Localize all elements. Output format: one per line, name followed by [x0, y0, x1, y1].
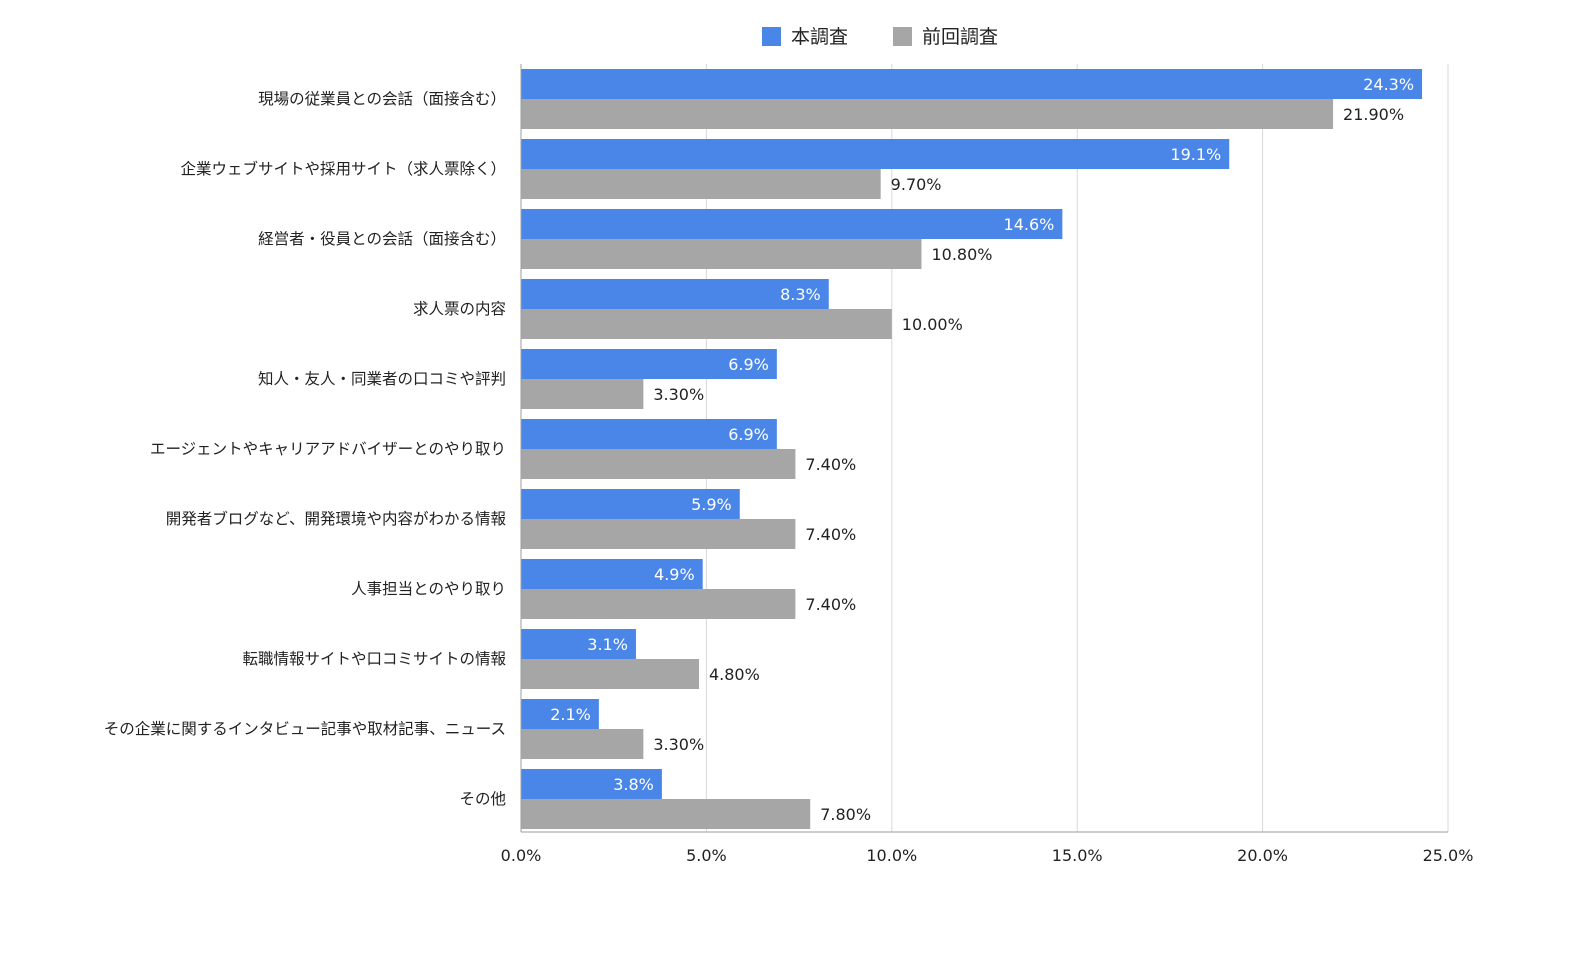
- bar-previous-5: [521, 379, 644, 409]
- bar-current-1: [521, 69, 1423, 99]
- category-labels: 現場の従業員との会話（面接含む） 企業ウェブサイトや採用サイト（求人票除く） 経営者…: [104, 90, 507, 808]
- bar-current-7: [521, 489, 740, 519]
- category-label-5: 知人・友人・同業者の口コミや評判: [258, 370, 506, 388]
- bar-current-3: [521, 209, 1063, 239]
- category-label-10: その企業に関するインタビュー記事や取材記事、ニュース: [104, 720, 506, 738]
- data-label-current-2: 19.1%: [1170, 145, 1221, 164]
- bar-current-11: [521, 769, 662, 799]
- category-label-8: 人事担当とのやり取り: [351, 580, 506, 598]
- data-label-current-10: 2.1%: [550, 705, 591, 724]
- category-label-11: その他: [459, 790, 506, 808]
- bar-previous-4: [521, 309, 892, 339]
- category-label-3: 経営者・役員との会話（面接含む）: [258, 230, 506, 248]
- x-tick-label-4: 15.0%: [1052, 846, 1103, 865]
- bar-current-5: [521, 349, 777, 379]
- category-label-7: 開発者ブログなど、開発環境や内容がわかる情報: [166, 509, 507, 528]
- bar-previous-11: [521, 799, 811, 829]
- data-label-previous-4: 10.00%: [902, 315, 963, 334]
- data-label-current-3: 14.6%: [1004, 215, 1055, 234]
- bar-previous-1: [521, 99, 1334, 129]
- bar-previous-9: [521, 659, 699, 689]
- data-label-current-11: 3.8%: [613, 775, 654, 794]
- data-label-previous-5: 3.30%: [653, 385, 704, 404]
- legend-swatch-1: [762, 27, 781, 46]
- bar-previous-3: [521, 239, 922, 269]
- bar-previous-2: [521, 169, 881, 199]
- category-label-1: 現場の従業員との会話（面接含む）: [258, 90, 506, 108]
- data-label-current-5: 6.9%: [728, 355, 769, 374]
- bar-previous-7: [521, 519, 796, 549]
- x-tick-label-3: 10.0%: [866, 846, 917, 865]
- x-tick-label-2: 5.0%: [686, 846, 727, 865]
- data-label-current-9: 3.1%: [587, 635, 628, 654]
- gridlines: [705, 64, 1449, 832]
- data-label-current-1: 24.3%: [1363, 75, 1414, 94]
- category-label-6: エージェントやキャリアアドバイザーとのやり取り: [150, 440, 506, 458]
- category-label-9: 転職情報サイトや口コミサイトの情報: [242, 650, 506, 668]
- legend-label-1: 本調査: [791, 26, 848, 48]
- data-label-previous-8: 7.40%: [805, 595, 856, 614]
- data-label-previous-2: 9.70%: [891, 175, 942, 194]
- legend-label-2: 前回調査: [922, 26, 998, 48]
- data-label-previous-7: 7.40%: [805, 525, 856, 544]
- legend-swatch-2: [893, 27, 912, 46]
- x-tick-label-1: 0.0%: [501, 846, 542, 865]
- bar-previous-10: [521, 729, 644, 759]
- data-label-current-4: 8.3%: [780, 285, 821, 304]
- x-tick-label-5: 20.0%: [1237, 846, 1288, 865]
- bars: 24.3% 21.90% 19.1% 9.70% 14.6% 10.80% 8.3% 10.0…: [521, 69, 1423, 829]
- data-label-previous-1: 21.90%: [1343, 105, 1404, 124]
- data-label-previous-6: 7.40%: [805, 455, 856, 474]
- x-tick-label-6: 25.0%: [1423, 846, 1474, 865]
- bar-current-10: [521, 699, 599, 729]
- bar-previous-8: [521, 589, 796, 619]
- bar-current-4: [521, 279, 829, 309]
- bar-previous-6: [521, 449, 796, 479]
- data-label-current-7: 5.9%: [691, 495, 732, 514]
- category-label-4: 求人票の内容: [413, 300, 506, 318]
- axes: [520, 64, 1448, 833]
- bar-current-2: [521, 139, 1230, 169]
- data-label-current-6: 6.9%: [728, 425, 769, 444]
- data-label-previous-9: 4.80%: [709, 665, 760, 684]
- data-label-previous-11: 7.80%: [820, 805, 871, 824]
- data-label-previous-10: 3.30%: [653, 735, 704, 754]
- data-label-previous-3: 10.80%: [931, 245, 992, 264]
- bar-current-9: [521, 629, 636, 659]
- legend: 本調査 前回調査: [762, 26, 998, 48]
- data-label-current-8: 4.9%: [654, 565, 695, 584]
- bar-current-8: [521, 559, 703, 589]
- bar-current-6: [521, 419, 777, 449]
- x-tick-labels: 0.0% 5.0% 10.0% 15.0% 20.0% 25.0%: [501, 846, 1474, 865]
- category-label-2: 企業ウェブサイトや採用サイト（求人票除く）: [180, 159, 506, 178]
